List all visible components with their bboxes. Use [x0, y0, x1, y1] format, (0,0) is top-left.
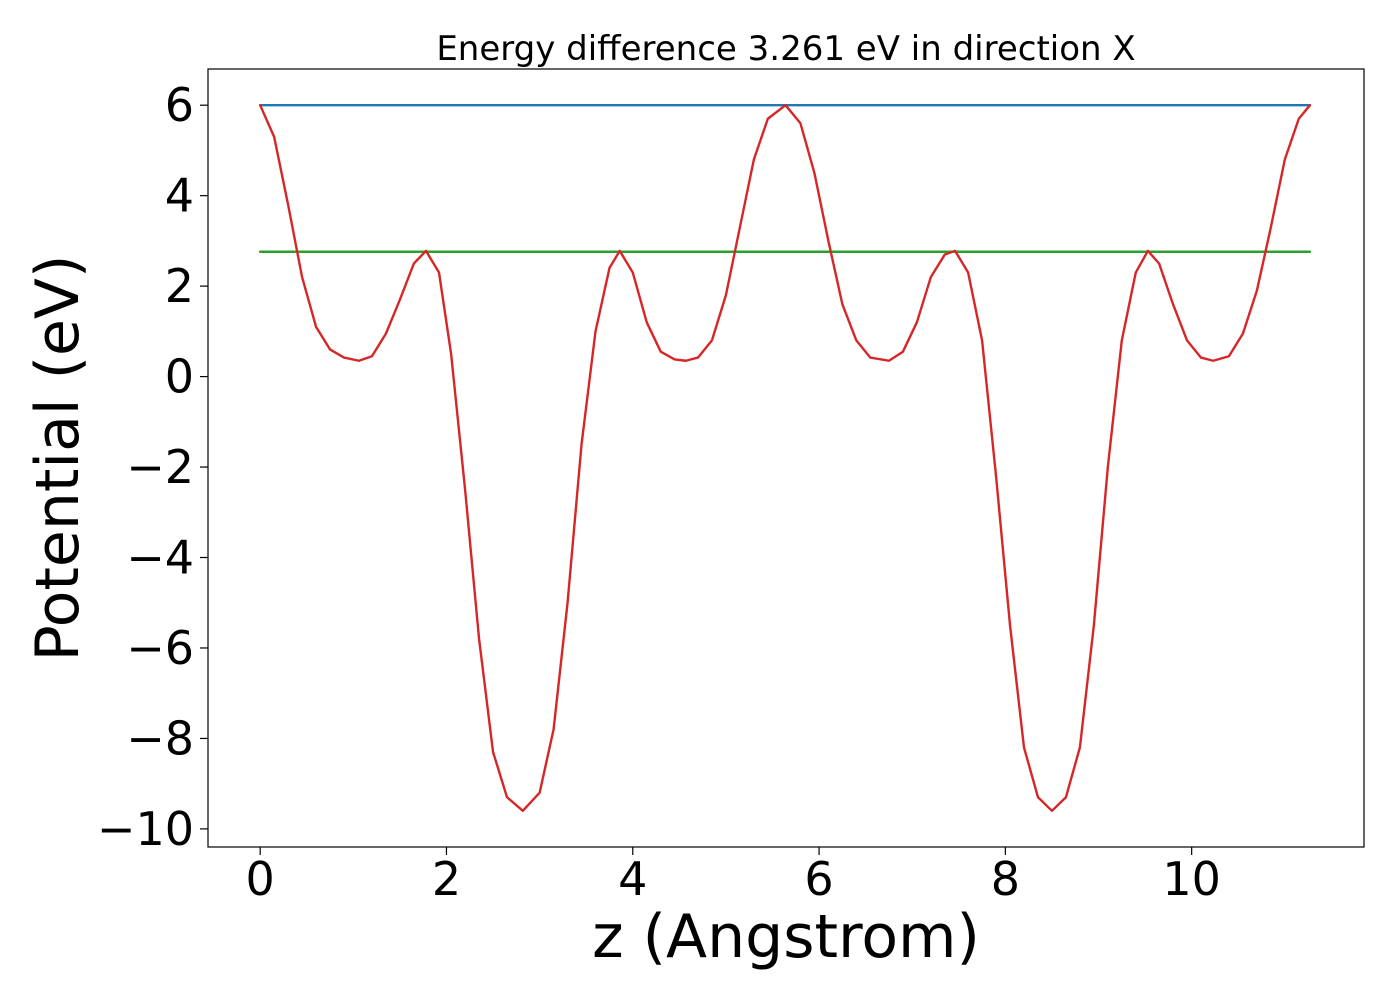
x-tick-label: 4 [618, 852, 647, 906]
y-tick-label: −2 [126, 440, 194, 494]
y-tick-label: 0 [165, 350, 194, 404]
y-tick-label: −8 [126, 711, 194, 765]
y-axis-ticks: −10 −8 −6 −4 −2 0 2 4 6 [97, 78, 208, 856]
x-axis-ticks: 0 2 4 6 8 10 [246, 847, 1221, 906]
x-tick-label: 8 [991, 852, 1020, 906]
x-tick-label: 6 [804, 852, 833, 906]
axes-frame [207, 68, 1365, 848]
x-tick-label: 10 [1162, 852, 1221, 906]
y-tick-label: 2 [165, 259, 194, 313]
y-tick-label: −6 [126, 621, 194, 675]
y-tick-label: 6 [165, 78, 194, 132]
plot-area [207, 68, 1365, 848]
chart-title: Energy difference 3.261 eV in direction … [436, 29, 1135, 69]
series-layer [258, 103, 1312, 813]
x-axis-label: z (Angstrom) [592, 902, 980, 972]
x-tick-label: 2 [432, 852, 461, 906]
y-tick-label: 4 [165, 169, 194, 223]
x-tick-label: 0 [246, 852, 275, 906]
y-tick-label: −4 [126, 531, 194, 585]
y-axis-label: Potential (eV) [23, 255, 93, 662]
series-line-3 [258, 103, 1312, 813]
y-tick-label: −10 [97, 802, 194, 856]
